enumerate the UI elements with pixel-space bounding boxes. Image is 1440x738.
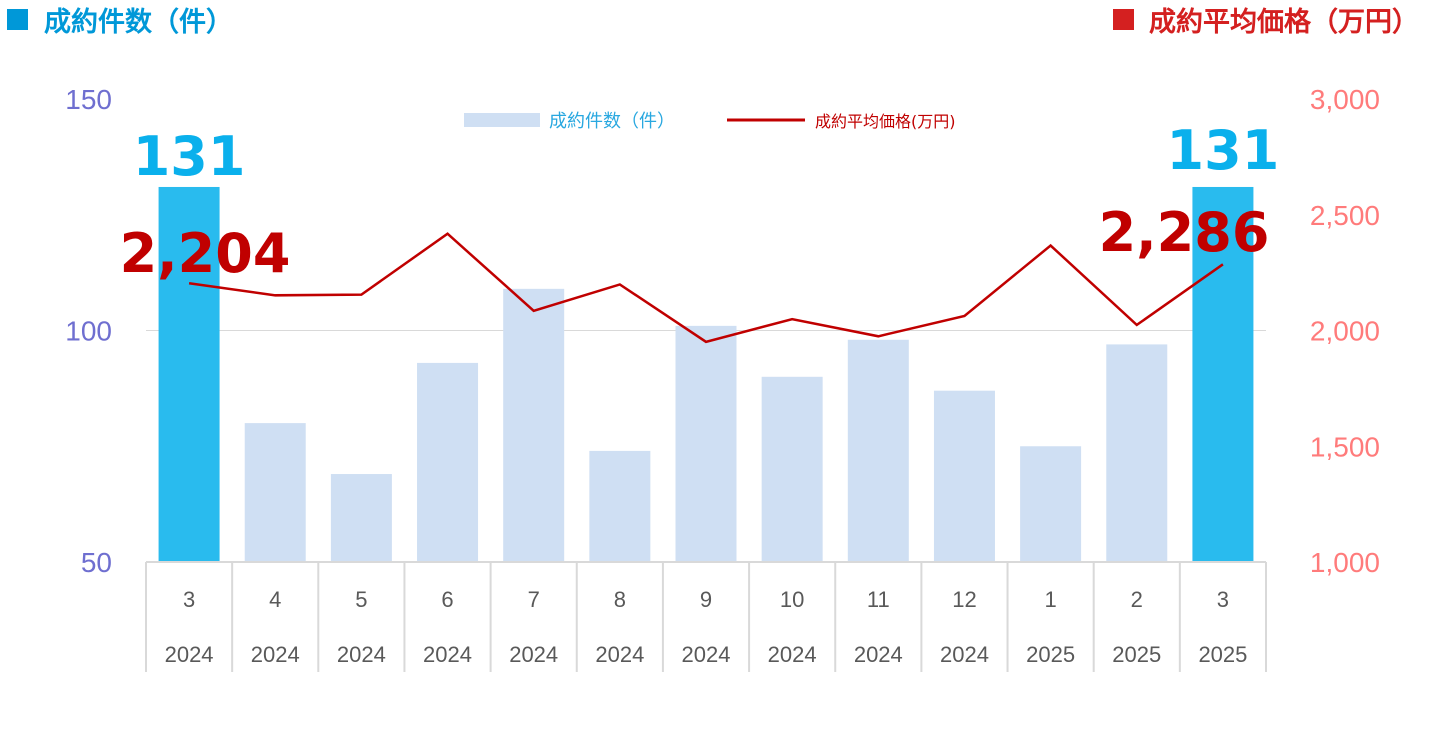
right-axis-tick-label: 2,500 [1310, 200, 1380, 231]
left-axis-tick-label: 100 [65, 316, 112, 347]
bar [933, 390, 995, 562]
right-axis-tick-label: 2,000 [1310, 316, 1380, 347]
bar [503, 288, 565, 562]
category-month-label: 5 [355, 587, 367, 612]
legend-line-label: 成約平均価格(万円) [815, 112, 956, 131]
bar [330, 474, 392, 562]
bar [675, 325, 737, 562]
category-year-label: 2025 [1198, 642, 1247, 667]
left-axis-tick-label: 50 [81, 547, 112, 578]
category-year-label: 2024 [509, 642, 558, 667]
category-month-label: 8 [614, 587, 626, 612]
first-price-label: 2,204 [120, 222, 291, 285]
category-year-label: 2024 [768, 642, 817, 667]
left-header-title: 成約件数（件） [44, 6, 233, 38]
callouts: 131 131 2,204 2,286 [120, 119, 1280, 285]
category-year-label: 2025 [1026, 642, 1075, 667]
left-axis-tick-label: 150 [65, 84, 112, 115]
bar [417, 362, 479, 562]
category-year-label: 2025 [1112, 642, 1161, 667]
category-year-label: 2024 [595, 642, 644, 667]
bar [158, 186, 220, 562]
right-axis-tick-label: 1,000 [1310, 547, 1380, 578]
first-count-label: 131 [133, 125, 246, 188]
legend: 成約件数（件） 成約平均価格(万円) [464, 111, 956, 132]
category-year-label: 2024 [423, 642, 472, 667]
category-month-label: 6 [441, 587, 453, 612]
bar [1106, 344, 1168, 562]
last-count-label: 131 [1167, 119, 1280, 182]
category-month-label: 1 [1044, 587, 1056, 612]
category-month-label: 4 [269, 587, 281, 612]
category-year-label: 2024 [251, 642, 300, 667]
bar [761, 376, 823, 562]
right-axis-tick-label: 3,000 [1310, 84, 1380, 115]
category-month-label: 3 [183, 587, 195, 612]
bar [1020, 446, 1082, 562]
legend-bar-swatch [464, 113, 540, 127]
last-price-label: 2,286 [1099, 201, 1270, 264]
category-month-label: 3 [1217, 587, 1229, 612]
category-month-label: 9 [700, 587, 712, 612]
right-header-square-icon [1113, 9, 1134, 30]
price-line [188, 232, 1224, 344]
right-axis-tick-label: 1,500 [1310, 431, 1380, 462]
category-year-label: 2024 [854, 642, 903, 667]
bar [589, 450, 651, 562]
category-axis: 3 2024 4 2024 5 2024 6 2024 7 2024 8 2024 9 2024 10 202… [145, 561, 1267, 672]
bar [847, 339, 909, 562]
left-axis: 50 100 150 [65, 84, 112, 578]
category-month-label: 12 [952, 587, 976, 612]
category-year-label: 2024 [337, 642, 386, 667]
bar [1192, 186, 1254, 562]
right-axis: 1,000 1,500 2,000 2,500 3,000 [1310, 84, 1380, 578]
right-header-title: 成約平均価格（万円） [1149, 6, 1419, 38]
category-year-label: 2024 [682, 642, 731, 667]
category-month-label: 7 [528, 587, 540, 612]
bar [244, 423, 306, 562]
category-month-label: 10 [780, 587, 804, 612]
category-month-label: 11 [867, 587, 890, 612]
bar-series [158, 186, 1254, 562]
category-year-label: 2024 [165, 642, 214, 667]
line-series [188, 232, 1224, 344]
category-month-label: 2 [1131, 587, 1143, 612]
category-year-label: 2024 [940, 642, 989, 667]
legend-bar-label: 成約件数（件） [549, 111, 675, 132]
left-header-square-icon [7, 9, 28, 30]
